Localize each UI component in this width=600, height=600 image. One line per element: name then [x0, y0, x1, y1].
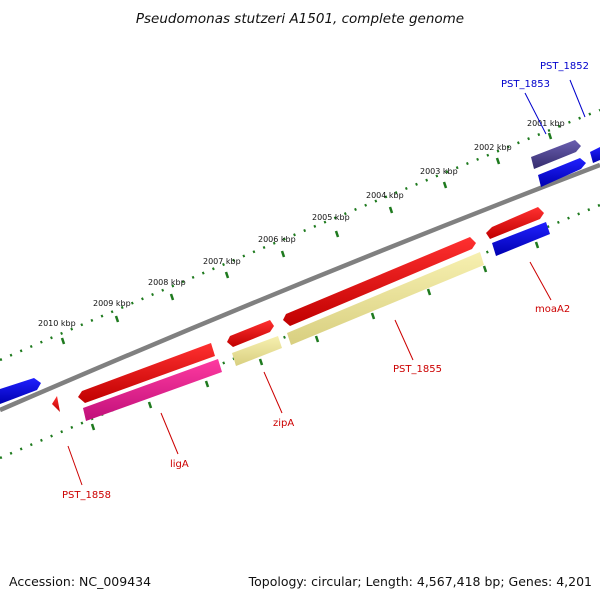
gene-label-moaA2: moaA2: [535, 304, 570, 315]
tick-label-2003: 2003 kbp: [420, 167, 458, 176]
genome-backbone: [0, 162, 600, 413]
map-title: Pseudomonas stutzeri A1501, complete gen…: [136, 11, 464, 27]
tick-label-2010: 2010 kbp: [38, 319, 76, 328]
feature-ligA[interactable]: [78, 343, 222, 421]
tick-label-2006: 2006 kbp: [258, 235, 296, 244]
gene-label-pst-1855: PST_1855: [393, 364, 442, 375]
feature-pst-1853-lower[interactable]: [538, 158, 586, 187]
tick-label-2009: 2009 kbp: [93, 299, 131, 308]
feature-left-edge[interactable]: [0, 378, 41, 404]
gene-label-pst-1852: PST_1852: [540, 61, 589, 72]
topology-text: Topology: circular; Length: 4,567,418 bp…: [248, 574, 592, 589]
feature-pst-1855[interactable]: [283, 237, 484, 345]
tick-label-2004: 2004 kbp: [366, 191, 404, 200]
tick-label-2005: 2005 kbp: [312, 213, 350, 222]
feature-pst-1858[interactable]: [52, 396, 60, 412]
tick-label-2001: 2001 kbp: [527, 119, 565, 128]
tick-label-2002: 2002 kbp: [474, 143, 512, 152]
feature-pst-1852[interactable]: [590, 147, 600, 163]
feature-pst-1853-upper[interactable]: [531, 140, 581, 169]
gene-label-pst-1858: PST_1858: [62, 490, 111, 501]
tick-label-2008: 2008 kbp: [148, 278, 186, 287]
gene-label-zipA: zipA: [273, 418, 294, 429]
gene-label-ligA: ligA: [170, 459, 189, 470]
feature-moaA2[interactable]: [486, 207, 550, 256]
inner-major-ticks: [90, 241, 540, 431]
outer-major-ticks: [60, 132, 553, 345]
feature-zipA[interactable]: [227, 320, 282, 366]
accession-text: Accession: NC_009434: [9, 574, 151, 589]
tick-label-2007: 2007 kbp: [203, 257, 241, 266]
leader-lines: [67, 79, 586, 486]
gene-label-pst-1853: PST_1853: [501, 79, 550, 90]
